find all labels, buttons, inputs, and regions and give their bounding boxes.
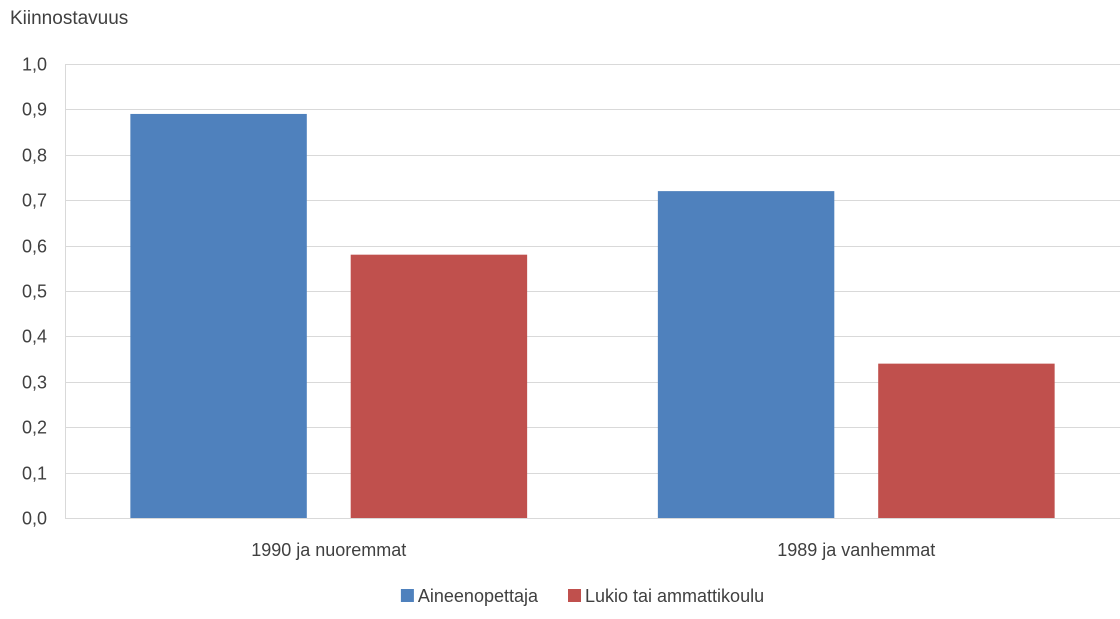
- bar: [878, 363, 1055, 518]
- y-axis-ticks: 0,0 0,1 0,2 0,3 0,4 0,5 0,6 0,7 0,8 0,9 1,0: [22, 55, 47, 529]
- x-tick-label: 1989 ja vanhemmat: [777, 540, 935, 560]
- legend-swatch: [568, 589, 582, 602]
- y-tick-label: 1,0: [22, 55, 47, 75]
- x-axis-ticks: 1990 ja nuoremmat 1989 ja vanhemmat: [251, 540, 935, 560]
- y-tick-label: 0,5: [22, 282, 47, 302]
- bar: [130, 113, 307, 518]
- y-axis-title: Kiinnostavuus: [10, 8, 128, 29]
- y-tick-label: 0,1: [22, 464, 47, 484]
- legend: Aineenopettaja Lukio tai ammattikoulu: [400, 586, 764, 606]
- legend-label: Aineenopettaja: [418, 586, 539, 606]
- y-tick-label: 0,9: [22, 100, 47, 120]
- y-tick-label: 0,3: [22, 373, 47, 393]
- legend-swatch: [400, 589, 414, 602]
- y-tick-label: 0,6: [22, 237, 47, 257]
- y-tick-label: 0,8: [22, 146, 47, 166]
- y-tick-label: 0,4: [22, 327, 47, 347]
- y-tick-label: 0,7: [22, 191, 47, 211]
- bar: [350, 254, 528, 518]
- legend-label: Lukio tai ammattikoulu: [585, 586, 764, 606]
- bar: [657, 191, 835, 518]
- x-tick-label: 1990 ja nuoremmat: [251, 540, 406, 560]
- bars: [130, 113, 1055, 518]
- y-tick-label: 0,2: [22, 418, 47, 438]
- y-tick-label: 0,0: [22, 509, 47, 529]
